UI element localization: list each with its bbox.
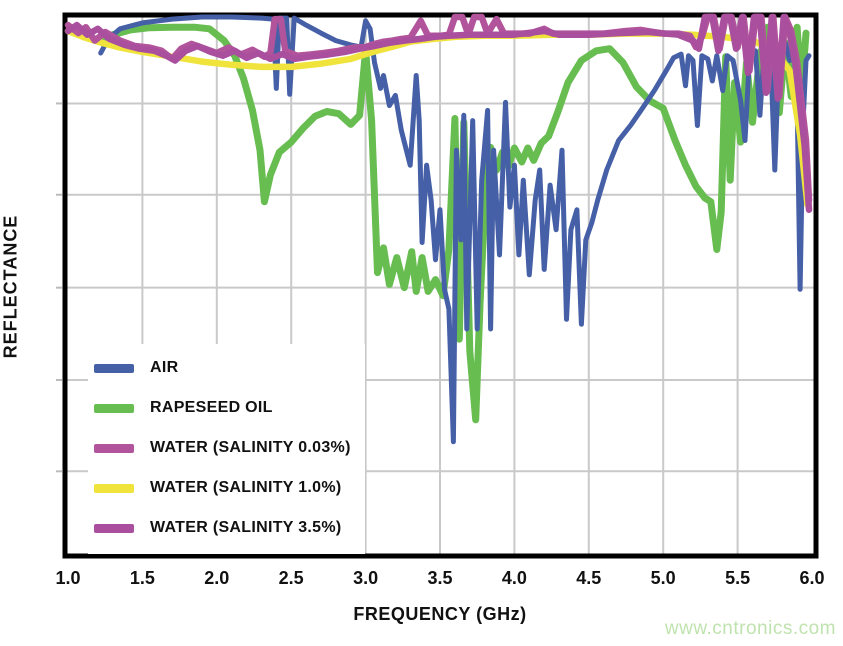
chart-legend: AIR RAPESEED OIL WATER (SALINITY 0.03%) WAT…: [88, 344, 365, 554]
legend-item: RAPESEED OIL: [94, 388, 351, 428]
x-tick-label: 2.5: [278, 568, 304, 588]
legend-swatch: [94, 403, 134, 413]
x-tick-label: 1.0: [55, 568, 81, 588]
x-tick-label: 6.0: [799, 568, 825, 588]
x-tick-label: 5.0: [650, 568, 676, 588]
legend-swatch: [94, 363, 134, 373]
x-axis-label: FREQUENCY (GHz): [353, 604, 527, 624]
series-group: [64, 13, 813, 445]
legend-label: WATER (SALINITY 1.0%): [150, 479, 342, 496]
x-tick-label: 3.5: [427, 568, 453, 588]
legend-label: WATER (SALINITY 3.5%): [150, 519, 342, 536]
x-axis-ticks: 1.0 1.5 2.0 2.5 3.0 3.5 4.0 4.5 5.0 5.5 6.0: [0, 568, 843, 592]
legend-swatch: [94, 523, 134, 533]
legend-label: RAPESEED OIL: [150, 399, 273, 416]
watermark-text: www.cntronics.com: [664, 618, 836, 639]
legend-item: WATER (SALINITY 1.0%): [94, 468, 351, 508]
x-tick-label: 4.0: [501, 568, 527, 588]
x-tick-label: 4.5: [576, 568, 602, 588]
legend-item: AIR: [94, 348, 351, 388]
legend-swatch: [94, 483, 134, 493]
legend-label: AIR: [150, 359, 179, 376]
legend-item: WATER (SALINITY 3.5%): [94, 508, 351, 548]
y-axis-label: REFLECTANCE: [0, 214, 21, 359]
series-line-water-salinity-3-5: [64, 13, 813, 214]
legend-label: WATER (SALINITY 0.03%): [150, 439, 351, 456]
legend-swatch: [94, 443, 134, 453]
legend-item: WATER (SALINITY 0.03%): [94, 428, 351, 468]
x-tick-label: 1.5: [129, 568, 155, 588]
x-tick-label: 3.0: [353, 568, 379, 588]
plot-border: [62, 12, 819, 559]
x-tick-label: 5.5: [725, 568, 751, 588]
x-tick-label: 2.0: [204, 568, 230, 588]
